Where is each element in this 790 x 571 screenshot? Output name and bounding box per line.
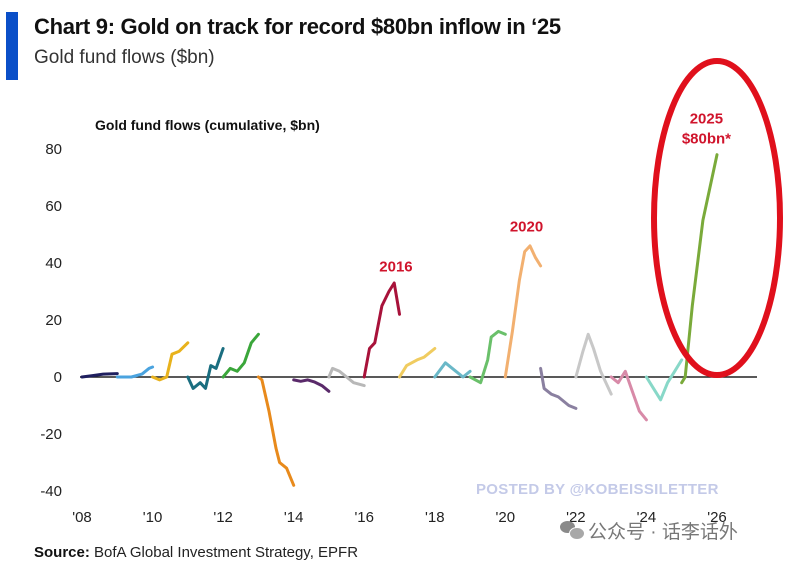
x-tick-label: '14 (284, 509, 304, 526)
chart-title: Chart 9: Gold on track for record $80bn … (34, 14, 561, 39)
series-line-2008 (80, 372, 119, 379)
y-tick-label: -20 (40, 426, 62, 443)
annotation-label: 2016 (379, 259, 412, 276)
series-line-2017 (398, 347, 437, 379)
series-line-2021 (539, 366, 578, 410)
source-note: Source: BofA Global Investment Strategy,… (34, 544, 358, 561)
series-line-2024 (644, 358, 684, 402)
series-line-2015 (327, 366, 366, 388)
y-tick-label: -40 (40, 483, 62, 500)
series-line-2022 (574, 332, 613, 396)
y-axis-ticks: 80 60 40 20 0 -20 -40 (40, 141, 62, 500)
annotation-label: 2025 (690, 110, 723, 127)
y-tick-label: 0 (54, 369, 62, 386)
source-text: BofA Global Investment Strategy, EPFR (89, 544, 359, 561)
posted-by-watermark: POSTED BY @KOBEISSILETTER (476, 481, 719, 498)
x-tick-label: '26 (707, 509, 727, 526)
chart-subtitle: Gold fund flows ($bn) (34, 47, 215, 68)
highlight-ellipse (651, 58, 783, 378)
y-tick-label: 20 (45, 312, 62, 329)
series-layer (80, 153, 719, 487)
y-tick-label: 40 (45, 255, 62, 272)
x-tick-label: '24 (637, 509, 657, 526)
series-line-2023 (609, 369, 648, 422)
wechat-icon (560, 520, 585, 541)
plot-title: Gold fund flows (cumulative, $bn) (95, 117, 320, 133)
series-line-2014 (292, 378, 331, 393)
annotations: 2016 2020 2025 $80bn* (379, 110, 731, 275)
series-line-2019 (468, 329, 507, 385)
series-line-2018 (433, 361, 472, 379)
series-line-2012 (221, 332, 260, 379)
series-line-2016 (362, 281, 401, 379)
x-tick-label: '20 (496, 509, 516, 526)
x-tick-label: '08 (72, 509, 92, 526)
series-line-2025 (680, 153, 719, 385)
x-axis-ticks: '08'10'12'14'16'18'20'22'24'26 (72, 509, 727, 526)
y-tick-label: 60 (45, 198, 62, 215)
annotation-label: 2020 (510, 219, 543, 236)
series-line-2009 (115, 365, 155, 379)
accent-bar (6, 12, 18, 80)
source-label: Source: (34, 544, 90, 561)
series-line-2020 (503, 244, 543, 379)
series-line-2013 (256, 375, 296, 487)
x-tick-label: '16 (354, 509, 374, 526)
wechat-text: 公众号 · 话李话外 (588, 522, 738, 543)
series-line-2011 (186, 347, 225, 390)
x-tick-label: '10 (143, 509, 163, 526)
series-line-2010 (151, 341, 190, 382)
y-tick-label: 80 (45, 141, 62, 158)
annotation-label: $80bn* (682, 130, 731, 147)
wechat-watermark: 公众号 · 话李话外 (560, 517, 738, 544)
x-tick-label: '18 (425, 509, 445, 526)
x-tick-label: '12 (213, 509, 233, 526)
